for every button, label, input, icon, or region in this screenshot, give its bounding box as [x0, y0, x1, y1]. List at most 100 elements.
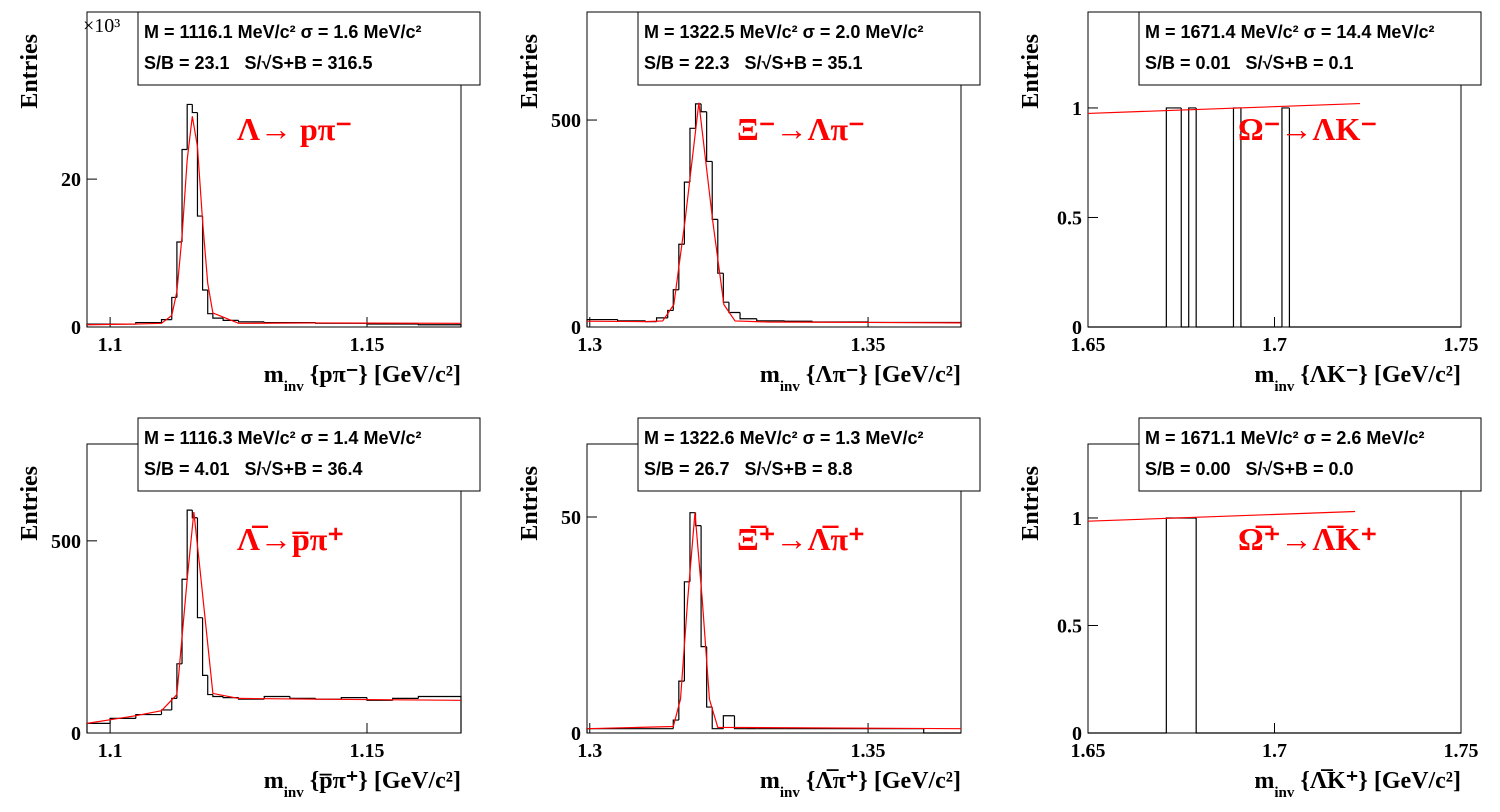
y-axis-label: Entries: [1018, 34, 1044, 109]
x-axis-label-part: inv: [1274, 379, 1295, 395]
stats-line: S/B = 4.01 S/√S+B = 36.4: [144, 459, 363, 479]
stats-box: [1138, 11, 1482, 86]
y-multiplier: ×10³: [83, 15, 120, 37]
x-tick-label: 1.65: [1071, 334, 1106, 356]
x-tick-label: 1.3: [577, 334, 602, 356]
histogram-bin: [160, 709, 172, 715]
histogram-bin: [1195, 107, 1234, 328]
fit-curve: [1087, 510, 1356, 522]
histogram-bin: [1281, 107, 1290, 327]
x-tick-label: 1.7: [1262, 334, 1287, 356]
x-tick-label: 1.35: [851, 334, 886, 356]
stats-line: S/B = 23.1 S/√S+B = 316.5: [144, 53, 373, 73]
decay-label: Λ̅→p̅π⁺: [237, 521, 344, 557]
stats-line: M = 1116.3 MeV/c² σ = 1.4 MeV/c²: [144, 428, 421, 448]
x-tick-label: 1.1: [98, 740, 123, 762]
histogram-bin: [1180, 107, 1189, 328]
x-tick-label: 1.75: [1444, 334, 1479, 356]
y-tick-label: 500: [551, 110, 581, 132]
y-tick-label: 500: [51, 531, 81, 553]
x-axis-label: minv {Λπ⁻} [GeV/c²]: [760, 362, 961, 395]
stats-box: [1138, 417, 1482, 492]
x-tick-label: 1.35: [851, 740, 886, 762]
stats-box: [637, 11, 981, 86]
y-axis-label: Entries: [517, 34, 543, 109]
histogram-bin: [722, 715, 735, 729]
histogram-bin: [201, 216, 208, 291]
x-axis-label-part: {Λπ⁻} [GeV/c²]: [800, 362, 961, 388]
y-tick-label: 0: [71, 723, 81, 745]
histogram-bin: [586, 728, 646, 733]
x-axis-label: minv {Λ̅K⁺} [GeV/c²]: [1254, 768, 1461, 801]
y-tick-label: 0: [71, 317, 81, 339]
decay-label: Λ→ pπ⁻: [237, 111, 352, 147]
histogram-bin: [672, 289, 679, 311]
histogram-bin: [366, 697, 393, 701]
x-tick-label: 1.75: [1444, 740, 1479, 762]
histogram-bin: [706, 111, 713, 163]
histogram-bin: [171, 697, 177, 710]
y-tick-label: 0: [571, 723, 581, 745]
x-axis-label: minv {pπ⁻} [GeV/c²]: [264, 362, 461, 395]
histogram-bin: [160, 319, 172, 323]
histogram-bin: [212, 694, 224, 698]
x-tick-label: 1.65: [1071, 740, 1106, 762]
x-axis-label: minv {ΛK⁻} [GeV/c²]: [1254, 362, 1461, 395]
histogram-bin: [237, 320, 265, 323]
histogram-bin: [700, 103, 707, 113]
x-axis-label-part: {pπ⁻} [GeV/c²]: [304, 362, 461, 388]
stats-line: S/B = 22.3 S/√S+B = 35.1: [644, 53, 863, 73]
histogram-bin: [176, 663, 183, 699]
histogram-bin: [86, 722, 111, 733]
histogram-bin: [1165, 107, 1182, 327]
decay-label: Ω⁻→ΛK⁻: [1238, 111, 1377, 147]
histogram-bin: [756, 318, 785, 322]
panel: 1.65 1.7 1.75 0 0.5 1 Entries minv {ΛK⁻} [GeV/c…: [1018, 11, 1482, 395]
x-tick-label: 1.15: [349, 740, 384, 762]
panel: 1.1 1.15 0 500 Entries minv {p̅π⁺} [GeV/c²] M …: [17, 417, 481, 801]
histogram-bin: [191, 104, 198, 114]
histogram-bin: [689, 127, 696, 183]
histogram-bin: [289, 696, 316, 700]
x-axis-label-part: {ΛK⁻} [GeV/c²]: [1294, 362, 1461, 388]
histogram-bin: [683, 181, 690, 245]
x-axis-label-part: inv: [1274, 785, 1295, 801]
x-tick-label: 1.3: [577, 740, 602, 762]
fit-curve: [86, 116, 462, 326]
stats-line: M = 1671.4 MeV/c² σ = 14.4 MeV/c²: [1145, 22, 1434, 42]
stats-line: M = 1116.1 MeV/c² σ = 1.6 MeV/c²: [144, 22, 421, 42]
y-tick-label: 0: [1072, 723, 1082, 745]
histogram-bin: [135, 713, 162, 719]
x-axis-label-part: m: [1254, 362, 1274, 388]
histogram-bin: [222, 318, 239, 321]
stats-line: S/B = 0.01 S/√S+B = 0.1: [1145, 53, 1354, 73]
y-tick-label: 0: [571, 317, 581, 339]
panel: 1.65 1.7 1.75 0 0.5 1 Entries minv {Λ̅K⁺} [GeV/…: [1018, 417, 1482, 801]
y-axis-label: Entries: [517, 466, 543, 541]
y-tick-label: 1: [1072, 508, 1082, 530]
stats-line: S/B = 26.7 S/√S+B = 8.8: [644, 459, 853, 479]
x-tick-label: 1.7: [1262, 740, 1287, 762]
histogram-bin: [212, 313, 224, 319]
histogram-bin: [176, 241, 183, 298]
histogram-bin: [207, 675, 213, 696]
x-axis-label-part: inv: [780, 379, 801, 395]
histogram-bin: [207, 290, 213, 315]
x-axis-label-part: m: [760, 362, 780, 388]
histogram-bin: [1188, 107, 1197, 327]
y-tick-label: 0: [1072, 317, 1082, 339]
histogram-bin: [340, 697, 367, 700]
x-axis-label-part: m: [1254, 768, 1274, 794]
histogram-bin: [1195, 517, 1461, 734]
x-tick-label: 1.15: [349, 334, 384, 356]
histogram-bin: [739, 312, 757, 320]
histogram-bin: [689, 512, 696, 582]
y-tick-label: 0.5: [1057, 615, 1082, 637]
y-tick-label: 1: [1072, 98, 1082, 120]
panel: 1.3 1.35 0 50 Entries minv {Λ̅π⁺} [GeV/c²] M =…: [517, 417, 981, 801]
y-tick-label: 50: [561, 507, 581, 529]
fit-curve: [586, 102, 962, 324]
histogram-bin: [1288, 107, 1461, 328]
histogram-bin: [1240, 107, 1282, 328]
x-axis-label: minv {p̅π⁺} [GeV/c²]: [264, 768, 461, 801]
